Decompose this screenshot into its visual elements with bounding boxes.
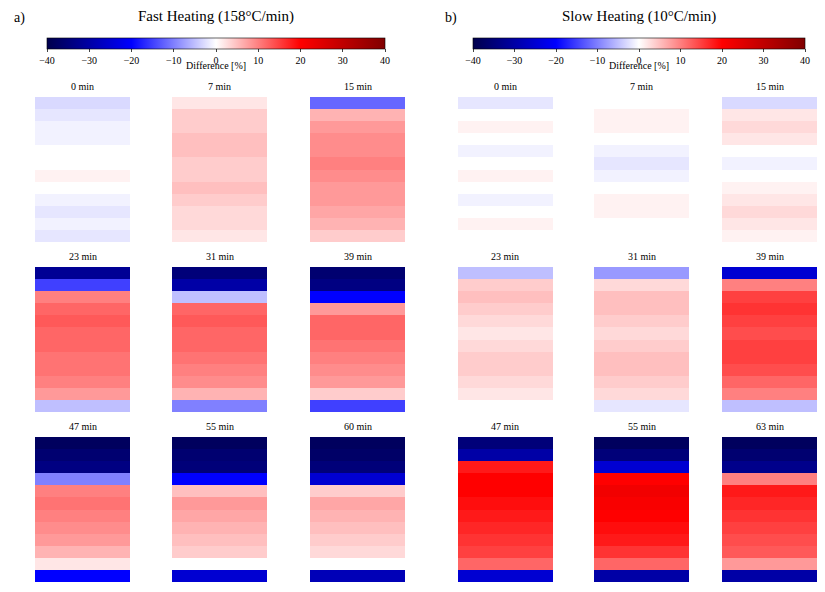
svg-text:b): b): [445, 10, 457, 26]
svg-text:−20: −20: [548, 55, 564, 66]
svg-text:31 min: 31 min: [206, 251, 234, 262]
svg-text:20: 20: [296, 55, 306, 66]
svg-text:a): a): [14, 10, 25, 26]
svg-text:30: 30: [338, 55, 348, 66]
svg-text:20: 20: [717, 55, 727, 66]
svg-text:40: 40: [380, 55, 390, 66]
svg-text:40: 40: [800, 55, 810, 66]
svg-text:55 min: 55 min: [628, 421, 656, 432]
svg-text:−30: −30: [81, 55, 97, 66]
svg-text:23 min: 23 min: [491, 251, 519, 262]
svg-text:Slow Heating (10°C/min): Slow Heating (10°C/min): [562, 8, 716, 25]
svg-text:−10: −10: [166, 55, 182, 66]
svg-text:−30: −30: [507, 55, 523, 66]
svg-text:15 min: 15 min: [756, 81, 784, 92]
svg-text:0: 0: [637, 55, 642, 66]
svg-text:−40: −40: [465, 55, 481, 66]
svg-text:55 min: 55 min: [206, 421, 234, 432]
svg-text:7 min: 7 min: [208, 81, 231, 92]
svg-text:Difference [%]: Difference [%]: [609, 60, 669, 71]
svg-text:10: 10: [676, 55, 686, 66]
svg-text:0 min: 0 min: [71, 81, 94, 92]
svg-text:−10: −10: [590, 55, 606, 66]
svg-text:30: 30: [759, 55, 769, 66]
svg-text:7 min: 7 min: [630, 81, 653, 92]
svg-text:47 min: 47 min: [69, 421, 97, 432]
svg-text:31 min: 31 min: [628, 251, 656, 262]
svg-text:10: 10: [253, 55, 263, 66]
svg-text:47 min: 47 min: [491, 421, 519, 432]
svg-text:Fast Heating (158°C/min): Fast Heating (158°C/min): [138, 8, 294, 25]
svg-text:39 min: 39 min: [344, 251, 372, 262]
svg-text:−20: −20: [124, 55, 140, 66]
svg-text:−40: −40: [39, 55, 55, 66]
svg-text:15 min: 15 min: [344, 81, 372, 92]
svg-text:0 min: 0 min: [494, 81, 517, 92]
svg-text:23 min: 23 min: [69, 251, 97, 262]
svg-text:0: 0: [214, 55, 219, 66]
svg-text:39 min: 39 min: [756, 251, 784, 262]
svg-text:Difference [%]: Difference [%]: [186, 60, 246, 71]
svg-text:60 min: 60 min: [344, 421, 372, 432]
svg-text:63 min: 63 min: [756, 421, 784, 432]
